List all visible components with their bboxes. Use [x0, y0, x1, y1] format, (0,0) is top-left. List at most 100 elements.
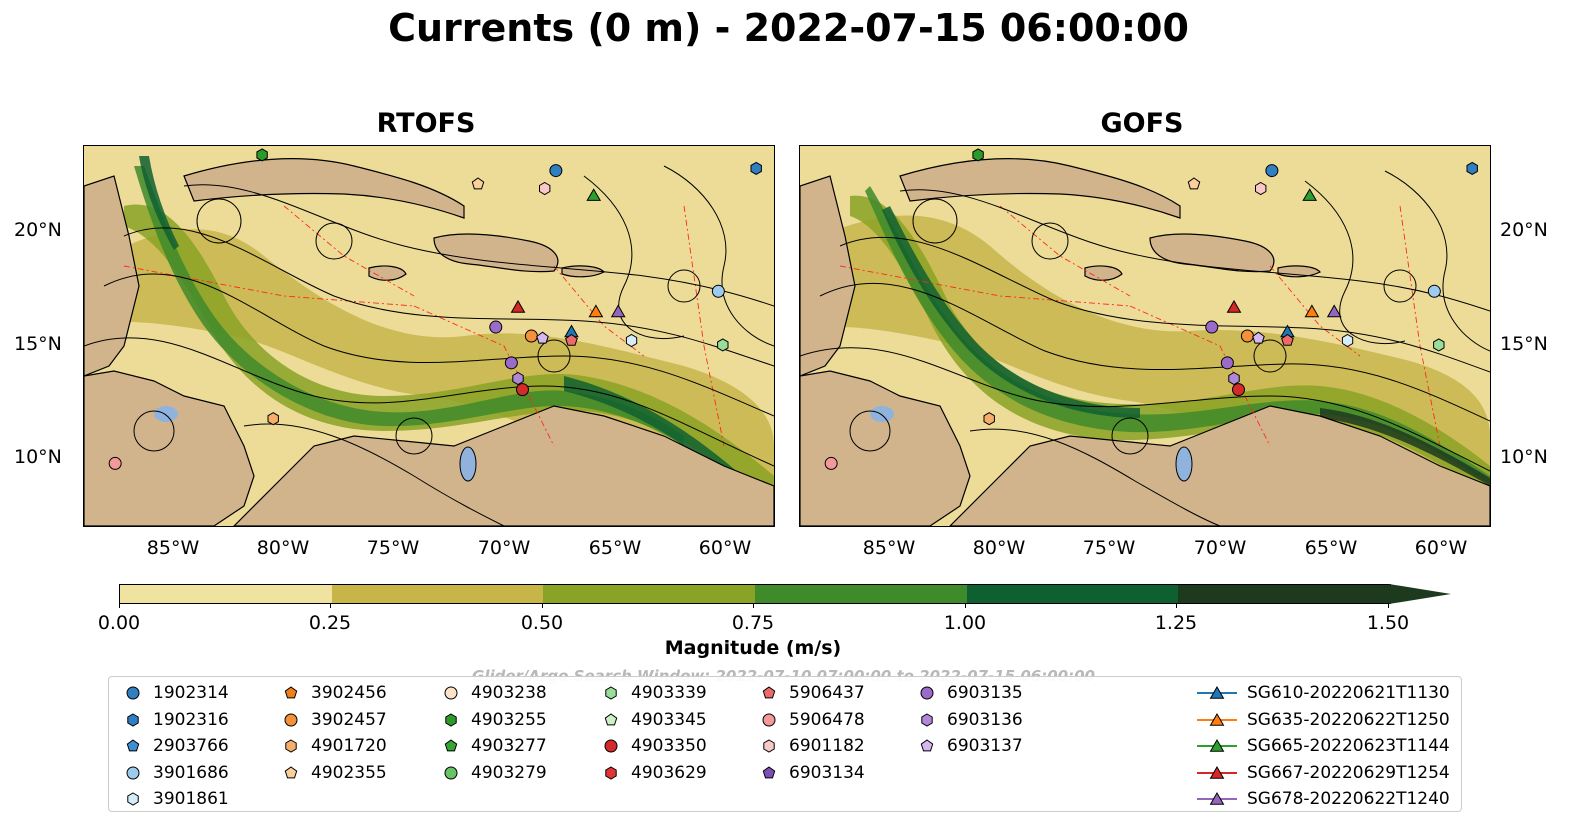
gofs-map[interactable] [799, 145, 1491, 527]
legend-symbol[interactable] [1209, 686, 1225, 699]
legend-symbol[interactable] [126, 766, 140, 779]
marker-SG667-20220629T1254[interactable] [1226, 299, 1242, 313]
marker-4903255[interactable] [972, 148, 984, 162]
legend-item: 5906437 [759, 681, 865, 705]
marker-3902457[interactable] [524, 329, 538, 343]
marker-SG678-20220622T1240[interactable] [1326, 304, 1342, 318]
marker-4901720[interactable] [267, 412, 279, 426]
legend-symbol[interactable] [285, 739, 297, 753]
legend-item: 3901861 [123, 787, 229, 811]
legend-marker-triangle-line [1197, 686, 1237, 699]
legend-symbol[interactable] [920, 739, 934, 752]
marker-4903255[interactable] [256, 148, 268, 162]
legend-symbol[interactable] [762, 765, 776, 778]
legend-symbol[interactable] [605, 686, 617, 700]
legend-label: 5906437 [789, 683, 865, 703]
marker-3901686[interactable] [711, 284, 725, 298]
marker-1902314[interactable] [1265, 164, 1279, 178]
marker-3901686[interactable] [1427, 284, 1441, 298]
legend-label: 4901720 [311, 736, 387, 756]
colorbar-tickmark [330, 603, 331, 608]
lon-label-75w-left: 75°W [366, 537, 420, 559]
legend-symbol[interactable] [1209, 765, 1225, 779]
marker-3901861[interactable] [1341, 333, 1354, 348]
marker-4902355[interactable] [471, 177, 485, 190]
legend-symbol[interactable] [1209, 712, 1225, 726]
marker-6903135[interactable] [1220, 356, 1234, 370]
marker-4902355[interactable] [1187, 177, 1201, 190]
marker-6903135[interactable] [489, 320, 503, 334]
legend-symbol[interactable] [127, 792, 139, 806]
legend-symbol[interactable] [1209, 739, 1225, 752]
legend-marker-circle [604, 739, 618, 753]
legend-symbol[interactable] [921, 712, 933, 727]
legend-symbol[interactable] [284, 686, 298, 699]
legend-label: 3902456 [311, 683, 387, 703]
marker-6901182[interactable] [1255, 181, 1267, 196]
legend-symbol[interactable] [920, 686, 934, 700]
marker-5906437[interactable] [565, 333, 578, 346]
marker-1902314[interactable] [549, 164, 563, 178]
marker-4901720[interactable] [983, 412, 995, 426]
legend-symbol[interactable] [445, 712, 457, 727]
legend-symbol[interactable] [284, 713, 298, 726]
legend-symbol[interactable] [284, 765, 298, 778]
marker-1902316[interactable] [750, 161, 762, 175]
legend-symbol[interactable] [762, 713, 776, 726]
marker-5906478[interactable] [824, 456, 838, 470]
marker-6903136[interactable] [1228, 371, 1240, 386]
marker-SG665-20220623T1144[interactable] [586, 188, 602, 201]
marker-6903136[interactable] [512, 371, 524, 386]
legend-marker-pentagon [762, 765, 776, 778]
marker-SG635-20220622T1250[interactable] [588, 304, 604, 318]
legend-symbol[interactable] [605, 765, 617, 780]
marker-6903135[interactable] [1205, 320, 1219, 334]
legend-symbol[interactable] [126, 739, 140, 752]
marker-4903350[interactable] [1231, 383, 1245, 397]
lat-label-10n-right: 10°N [1500, 446, 1548, 468]
colorbar-tick-0: 0.00 [97, 612, 141, 634]
marker-6901182[interactable] [539, 181, 551, 196]
marker-4903339[interactable] [717, 338, 729, 352]
marker-SG635-20220622T1250[interactable] [1304, 304, 1320, 318]
rtofs-map[interactable] [83, 145, 775, 527]
legend-item: SG667-20220629T1254 [1197, 761, 1450, 785]
marker-6903137[interactable] [536, 331, 549, 344]
legend-symbol[interactable] [126, 686, 140, 700]
legend-symbol[interactable] [762, 686, 776, 699]
legend-label: 3901861 [153, 789, 229, 809]
colorbar-bin-3 [755, 585, 967, 603]
marker-6903135[interactable] [504, 356, 518, 370]
marker-6903137[interactable] [1252, 331, 1265, 344]
legend-symbol[interactable] [444, 739, 458, 752]
legend-symbol[interactable] [763, 739, 775, 753]
legend-symbol[interactable] [444, 686, 458, 700]
marker-4903350[interactable] [515, 383, 529, 397]
marker-4903339[interactable] [1433, 338, 1445, 352]
marker-SG665-20220623T1144[interactable] [1302, 188, 1318, 201]
legend-item: SG678-20220622T1240 [1197, 787, 1450, 811]
legend-symbol[interactable] [444, 766, 458, 779]
legend-label: 4903345 [631, 709, 707, 730]
jamaica-land [1084, 265, 1123, 281]
marker-1902316[interactable] [1466, 161, 1478, 175]
legend-symbol[interactable] [127, 712, 139, 727]
legend-symbol[interactable] [604, 739, 618, 753]
marker-3902457[interactable] [1240, 329, 1254, 343]
colorbar-bin-5 [1178, 585, 1391, 603]
lat-label-15n-left: 15°N [14, 333, 62, 355]
legend-item: 6903137 [917, 734, 1023, 758]
legend-label: 4903279 [471, 762, 547, 783]
legend-symbol[interactable] [1209, 792, 1225, 805]
marker-3901861[interactable] [625, 333, 638, 348]
marker-SG667-20220629T1254[interactable] [510, 299, 526, 313]
legend-marker-pentagon [762, 686, 776, 699]
marker-5906478[interactable] [108, 456, 122, 470]
marker-SG678-20220622T1240[interactable] [610, 304, 626, 318]
eddy-streamline [849, 410, 891, 452]
legend-symbol[interactable] [604, 712, 618, 725]
legend-label: SG635-20220622T1250 [1247, 709, 1450, 730]
marker-5906437[interactable] [1281, 333, 1294, 346]
legend-item: 4903345 [601, 708, 707, 732]
streamline [663, 165, 774, 347]
